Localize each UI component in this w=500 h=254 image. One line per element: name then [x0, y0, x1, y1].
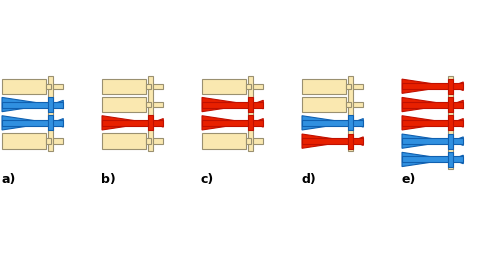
FancyBboxPatch shape	[2, 134, 46, 149]
Polygon shape	[402, 80, 450, 94]
FancyBboxPatch shape	[246, 84, 250, 90]
Text: e): e)	[401, 173, 415, 186]
FancyBboxPatch shape	[348, 134, 354, 149]
FancyBboxPatch shape	[248, 98, 254, 113]
FancyBboxPatch shape	[448, 134, 454, 149]
FancyBboxPatch shape	[448, 77, 454, 170]
FancyBboxPatch shape	[148, 77, 154, 151]
Polygon shape	[2, 98, 50, 112]
Polygon shape	[302, 116, 350, 131]
FancyBboxPatch shape	[102, 79, 146, 95]
FancyBboxPatch shape	[402, 157, 464, 163]
FancyBboxPatch shape	[54, 84, 64, 90]
Polygon shape	[452, 119, 464, 128]
FancyBboxPatch shape	[448, 79, 454, 94]
FancyBboxPatch shape	[254, 139, 264, 144]
FancyBboxPatch shape	[248, 116, 254, 131]
FancyBboxPatch shape	[102, 134, 146, 149]
FancyBboxPatch shape	[148, 116, 154, 131]
FancyBboxPatch shape	[48, 98, 54, 113]
FancyBboxPatch shape	[2, 79, 46, 95]
Polygon shape	[52, 101, 64, 109]
FancyBboxPatch shape	[402, 139, 464, 145]
FancyBboxPatch shape	[2, 120, 64, 126]
FancyBboxPatch shape	[146, 139, 150, 144]
Polygon shape	[2, 116, 50, 131]
Text: b): b)	[101, 173, 116, 186]
Text: d): d)	[301, 173, 316, 186]
FancyBboxPatch shape	[154, 102, 164, 108]
Polygon shape	[202, 116, 250, 131]
Polygon shape	[52, 119, 64, 128]
FancyBboxPatch shape	[402, 120, 464, 126]
Polygon shape	[252, 101, 264, 109]
FancyBboxPatch shape	[354, 102, 364, 108]
FancyBboxPatch shape	[48, 77, 54, 151]
FancyBboxPatch shape	[146, 84, 150, 90]
FancyBboxPatch shape	[102, 98, 146, 113]
FancyBboxPatch shape	[248, 77, 254, 151]
FancyBboxPatch shape	[346, 84, 350, 90]
Polygon shape	[452, 137, 464, 146]
Polygon shape	[452, 155, 464, 164]
FancyBboxPatch shape	[448, 152, 454, 167]
Polygon shape	[202, 98, 250, 112]
FancyBboxPatch shape	[202, 102, 264, 108]
Polygon shape	[152, 119, 164, 128]
FancyBboxPatch shape	[346, 102, 350, 108]
Polygon shape	[402, 98, 450, 112]
Polygon shape	[452, 83, 464, 91]
Polygon shape	[252, 119, 264, 128]
FancyBboxPatch shape	[54, 139, 64, 144]
FancyBboxPatch shape	[302, 120, 364, 126]
FancyBboxPatch shape	[448, 116, 454, 131]
FancyBboxPatch shape	[202, 134, 246, 149]
Text: c): c)	[201, 173, 214, 186]
FancyBboxPatch shape	[2, 102, 64, 108]
FancyBboxPatch shape	[46, 84, 50, 90]
Polygon shape	[402, 134, 450, 149]
FancyBboxPatch shape	[154, 139, 164, 144]
FancyBboxPatch shape	[48, 116, 54, 131]
FancyBboxPatch shape	[146, 102, 150, 108]
FancyBboxPatch shape	[348, 77, 354, 151]
Polygon shape	[352, 119, 364, 128]
FancyBboxPatch shape	[102, 120, 164, 126]
FancyBboxPatch shape	[154, 84, 164, 90]
FancyBboxPatch shape	[402, 102, 464, 108]
Polygon shape	[452, 101, 464, 109]
Polygon shape	[302, 134, 350, 149]
FancyBboxPatch shape	[354, 84, 364, 90]
FancyBboxPatch shape	[246, 139, 250, 144]
Polygon shape	[102, 116, 150, 131]
Polygon shape	[402, 153, 450, 167]
FancyBboxPatch shape	[202, 120, 264, 126]
FancyBboxPatch shape	[302, 139, 364, 145]
FancyBboxPatch shape	[202, 79, 246, 95]
Polygon shape	[352, 137, 364, 146]
FancyBboxPatch shape	[302, 79, 346, 95]
FancyBboxPatch shape	[302, 98, 346, 113]
FancyBboxPatch shape	[254, 84, 264, 90]
FancyBboxPatch shape	[402, 84, 464, 90]
FancyBboxPatch shape	[448, 98, 454, 113]
Text: a): a)	[1, 173, 15, 186]
Polygon shape	[402, 116, 450, 131]
FancyBboxPatch shape	[46, 139, 50, 144]
FancyBboxPatch shape	[348, 116, 354, 131]
